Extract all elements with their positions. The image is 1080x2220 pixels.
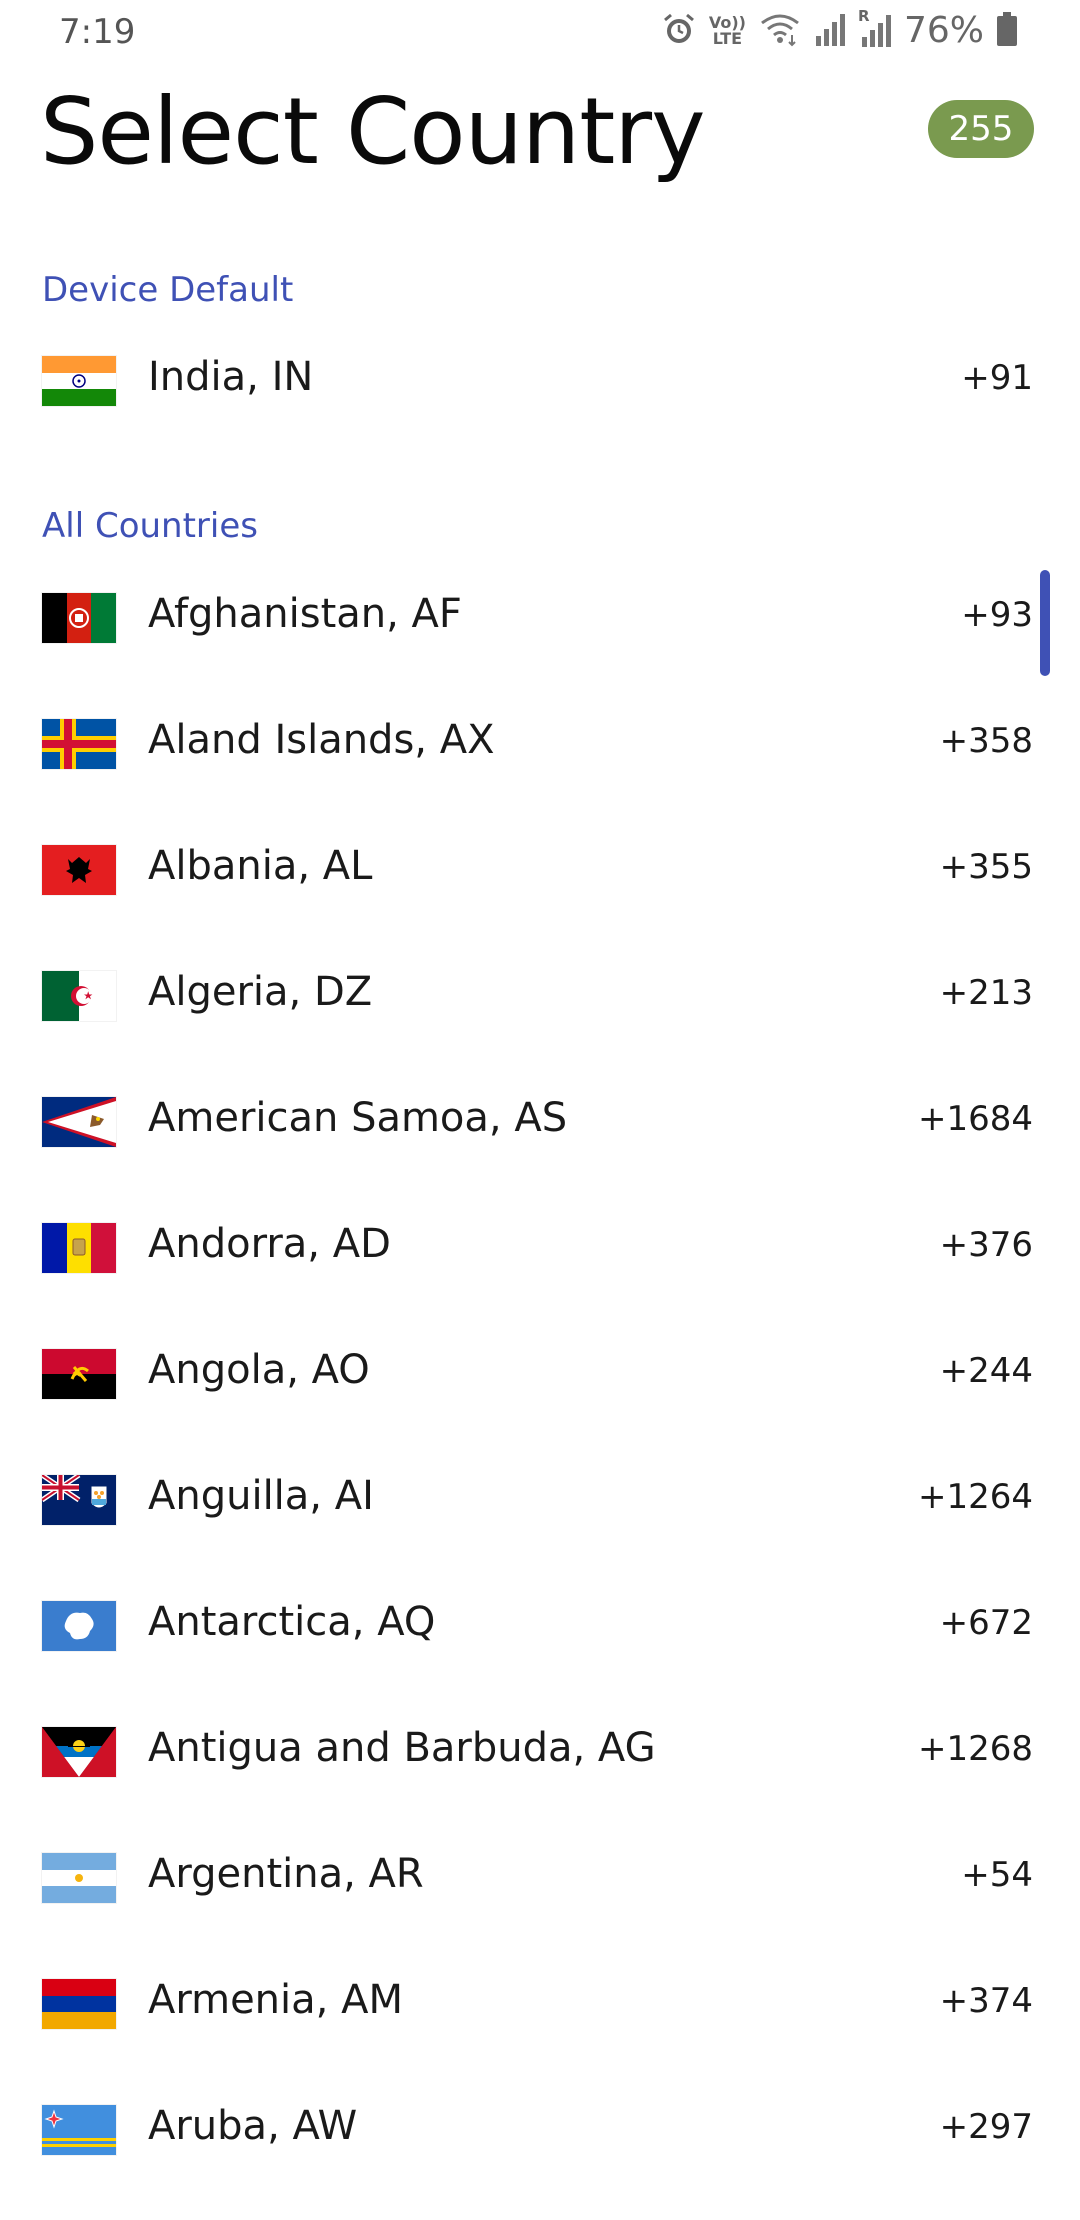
country-row-aruba[interactable]: Aruba, AW +297: [0, 2067, 1080, 2193]
country-name: Armenia, AM: [148, 1977, 403, 2023]
signal-roaming-icon: R: [858, 7, 892, 51]
signal-icon: [814, 12, 846, 50]
dial-code: +93: [961, 595, 1033, 635]
battery-icon: [996, 11, 1018, 51]
dial-code: +213: [939, 973, 1033, 1013]
country-row-angola[interactable]: Angola, AO +244: [0, 1311, 1080, 1437]
country-count-badge: 255: [928, 100, 1034, 158]
country-row-albania[interactable]: Albania, AL +355: [0, 807, 1080, 933]
flag-angola-icon: [42, 1349, 116, 1399]
flag-american-samoa-icon: [42, 1097, 116, 1147]
country-name: Anguilla, AI: [148, 1473, 374, 1519]
flag-argentina-icon: [42, 1853, 116, 1903]
wifi-icon: [758, 11, 802, 51]
dial-code: +1268: [917, 1729, 1033, 1769]
country-name: Aruba, AW: [148, 2103, 358, 2149]
country-row-algeria[interactable]: Algeria, DZ +213: [0, 933, 1080, 1059]
country-name: Andorra, AD: [148, 1221, 391, 1267]
dial-code: +54: [961, 1855, 1033, 1895]
country-name: Argentina, AR: [148, 1851, 424, 1897]
dial-code: +91: [961, 358, 1033, 398]
page-title: Select Country: [40, 78, 706, 185]
country-row-afghanistan[interactable]: Afghanistan, AF +93: [0, 555, 1080, 681]
flag-antigua-barbuda-icon: [42, 1727, 116, 1777]
flag-andorra-icon: [42, 1223, 116, 1273]
country-row-antigua-barbuda[interactable]: Antigua and Barbuda, AG +1268: [0, 1689, 1080, 1815]
flag-antarctica-icon: [42, 1601, 116, 1651]
roaming-label: R: [857, 6, 870, 25]
status-bar: 7:19 Vo)) LTE: [0, 0, 1080, 66]
flag-india-icon: [42, 356, 116, 406]
country-name: Albania, AL: [148, 843, 373, 889]
country-row-anguilla[interactable]: Anguilla, AI +1264: [0, 1437, 1080, 1563]
country-row-antarctica[interactable]: Antarctica, AQ +672: [0, 1563, 1080, 1689]
country-row-india[interactable]: India, IN +91: [0, 318, 1080, 444]
volte-bottom-label: LTE: [712, 28, 743, 48]
dial-code: +1264: [917, 1477, 1033, 1517]
country-row-argentina[interactable]: Argentina, AR +54: [0, 1815, 1080, 1941]
country-name: Algeria, DZ: [148, 969, 373, 1015]
country-row-aland-islands[interactable]: Aland Islands, AX +358: [0, 681, 1080, 807]
battery-percent: 76%: [903, 10, 984, 51]
flag-armenia-icon: [42, 1979, 116, 2029]
flag-anguilla-icon: [42, 1475, 116, 1525]
country-name: Angola, AO: [148, 1347, 370, 1393]
country-name: Antarctica, AQ: [148, 1599, 436, 1645]
dial-code: +297: [939, 2107, 1033, 2147]
section-header-all-countries: All Countries: [42, 506, 258, 546]
flag-algeria-icon: [42, 971, 116, 1021]
country-name: India, IN: [148, 354, 314, 400]
alarm-icon: [661, 11, 697, 51]
country-row-andorra[interactable]: Andorra, AD +376: [0, 1185, 1080, 1311]
volte-icon: Vo)) LTE: [708, 12, 746, 48]
header: Select Country 255: [0, 66, 1080, 226]
country-name: Aland Islands, AX: [148, 717, 495, 763]
flag-aruba-icon: [42, 2105, 116, 2155]
country-name: Afghanistan, AF: [148, 591, 462, 637]
status-time: 7:19: [59, 12, 136, 52]
country-name: Antigua and Barbuda, AG: [148, 1725, 656, 1771]
dial-code: +1684: [917, 1099, 1033, 1139]
scrollbar-thumb[interactable]: [1040, 570, 1050, 676]
dial-code: +376: [939, 1225, 1033, 1265]
dial-code: +358: [939, 721, 1033, 761]
dial-code: +672: [939, 1603, 1033, 1643]
dial-code: +355: [939, 847, 1033, 887]
status-icons: Vo)) LTE: [661, 7, 1018, 51]
flag-afghanistan-icon: [42, 593, 116, 643]
country-name: American Samoa, AS: [148, 1095, 568, 1141]
flag-aland-islands-icon: [42, 719, 116, 769]
flag-albania-icon: [42, 845, 116, 895]
dial-code: +374: [939, 1981, 1033, 2021]
volte-top-label: Vo)): [708, 12, 746, 32]
country-row-american-samoa[interactable]: American Samoa, AS +1684: [0, 1059, 1080, 1185]
dial-code: +244: [939, 1351, 1033, 1391]
country-row-armenia[interactable]: Armenia, AM +374: [0, 1941, 1080, 2067]
section-header-device-default: Device Default: [42, 270, 294, 310]
